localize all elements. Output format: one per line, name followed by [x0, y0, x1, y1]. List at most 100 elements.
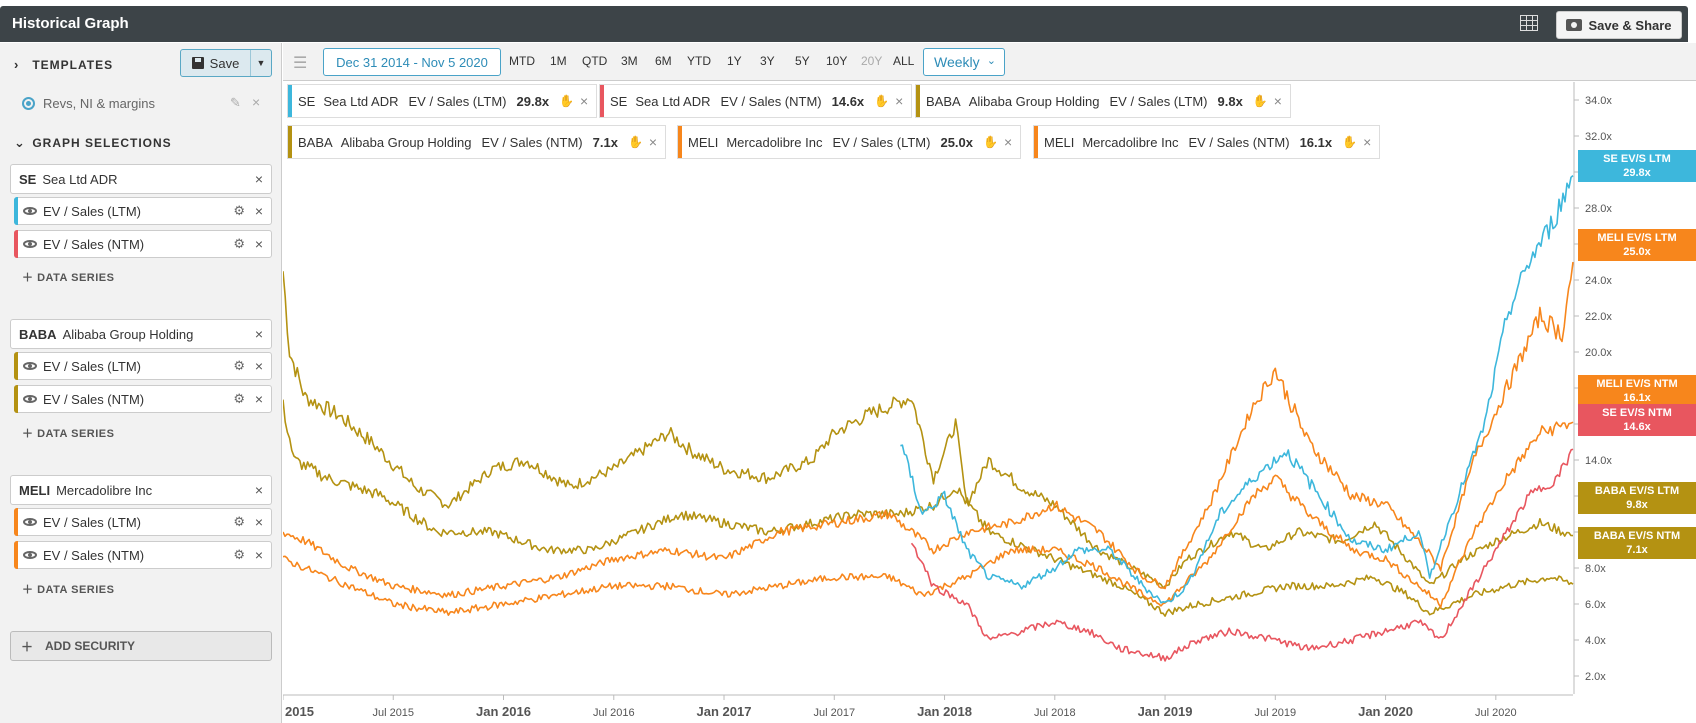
series-line [283, 421, 1574, 616]
save-button[interactable]: Save [181, 50, 251, 76]
remove-series-icon[interactable]: × [254, 203, 263, 219]
gear-icon[interactable]: ⚙ [233, 203, 245, 218]
remove-security-icon[interactable]: × [254, 326, 263, 342]
security-ticker: MELI [19, 482, 51, 498]
gear-icon[interactable]: ⚙ [233, 514, 245, 529]
security-box-meli[interactable]: MELI Mercadolibre Inc × [10, 475, 272, 505]
eye-icon[interactable] [23, 518, 37, 526]
gear-icon[interactable]: ⚙ [233, 547, 245, 562]
add-data-series-meli[interactable]: ＋ DATA SERIES [22, 584, 115, 596]
y-tick-label: 24.0x [1585, 275, 1612, 287]
period-5y[interactable]: 5Y [795, 54, 810, 68]
legend-chip-se-ntm[interactable]: SE Sea Ltd ADR EV / Sales (NTM) 14.6x ✋ … [599, 84, 913, 118]
period-ytd[interactable]: YTD [687, 54, 711, 68]
graph-selections-header[interactable]: ⌄ GRAPH SELECTIONS [14, 135, 172, 151]
series-line [283, 271, 1574, 589]
legend-color-bar [678, 126, 682, 158]
gear-icon[interactable]: ⚙ [233, 358, 245, 373]
series-row-meli-ntm[interactable]: EV / Sales (NTM) ⚙ × [14, 541, 272, 569]
close-icon[interactable]: × [580, 93, 589, 109]
handshake-icon[interactable]: ✋ [1252, 94, 1268, 108]
period-all[interactable]: ALL [893, 54, 915, 68]
chart-toolbar: ☰ Dec 31 2014 - Nov 5 2020 MTD 1M QTD 3M… [283, 43, 1696, 81]
series-row-se-ntm[interactable]: EV / Sales (NTM) ⚙ × [14, 230, 272, 258]
table-icon[interactable] [1520, 15, 1538, 31]
security-ticker: BABA [19, 326, 57, 342]
eye-icon[interactable] [23, 240, 37, 248]
x-tick-label: Jul 2020 [1475, 707, 1517, 719]
security-box-se[interactable]: SE Sea Ltd ADR × [10, 164, 272, 194]
period-1m[interactable]: 1M [550, 54, 567, 68]
legend-value: 16.1x [1299, 134, 1333, 150]
add-data-series-baba[interactable]: ＋ DATA SERIES [22, 428, 115, 440]
series-row-baba-ltm[interactable]: EV / Sales (LTM) ⚙ × [14, 352, 272, 380]
handshake-icon[interactable]: ✋ [983, 135, 998, 149]
graph-selections-label: GRAPH SELECTIONS [32, 136, 172, 150]
add-data-series-se[interactable]: ＋ DATA SERIES [22, 272, 115, 284]
date-range-picker[interactable]: Dec 31 2014 - Nov 5 2020 [323, 48, 501, 76]
period-qtd[interactable]: QTD [582, 54, 608, 68]
handshake-icon[interactable]: ✋ [874, 94, 890, 108]
legend-chip-se-ltm[interactable]: SE Sea Ltd ADR EV / Sales (LTM) 29.8x ✋ … [287, 84, 598, 118]
remove-series-icon[interactable]: × [254, 391, 263, 407]
frequency-select[interactable]: Weekly ⌄ [923, 48, 1005, 76]
period-mtd[interactable]: MTD [509, 54, 535, 68]
save-dropdown-caret[interactable]: ▼ [256, 58, 266, 68]
remove-security-icon[interactable]: × [254, 171, 263, 187]
template-item[interactable]: Revs, NI & margins ✎ × [22, 91, 272, 115]
legend-chip-meli-ltm[interactable]: MELI Mercadolibre Inc EV / Sales (LTM) 2… [677, 125, 1022, 159]
legend-chip-meli-ntm[interactable]: MELI Mercadolibre Inc EV / Sales (NTM) 1… [1033, 125, 1381, 159]
title-bar: Historical Graph Save & Share [0, 0, 1696, 50]
eye-icon[interactable] [23, 395, 37, 403]
collapse-sidebar-icon[interactable]: ☰ [293, 55, 308, 72]
gear-icon[interactable]: ⚙ [233, 391, 245, 406]
save-share-button[interactable]: Save & Share [1556, 11, 1682, 39]
end-tag-label: MELI EV/S LTM [1597, 232, 1677, 244]
eye-icon[interactable] [23, 207, 37, 215]
series-color-swatch [14, 197, 18, 225]
close-icon[interactable]: × [1273, 93, 1282, 109]
add-series-label: DATA SERIES [37, 272, 115, 284]
remove-series-icon[interactable]: × [254, 514, 263, 530]
period-1y[interactable]: 1Y [727, 54, 742, 68]
radio-selected-icon[interactable] [22, 96, 35, 110]
gear-icon[interactable]: ⚙ [233, 236, 245, 251]
legend-value: 25.0x [940, 134, 974, 150]
close-icon[interactable]: × [252, 94, 261, 110]
handshake-icon[interactable]: ✋ [1342, 135, 1358, 149]
end-tag-label: BABA EV/S LTM [1594, 485, 1680, 497]
series-row-meli-ltm[interactable]: EV / Sales (LTM) ⚙ × [14, 508, 272, 536]
x-tick-label: Jul 2017 [813, 707, 855, 719]
close-icon[interactable]: × [648, 134, 658, 150]
eye-icon[interactable] [23, 362, 37, 370]
end-tag-label: SE EV/S NTM [1602, 407, 1672, 419]
handshake-icon[interactable]: ✋ [559, 94, 575, 108]
legend-chip-baba-ntm[interactable]: BABA Alibaba Group Holding EV / Sales (N… [287, 125, 667, 159]
period-6m[interactable]: 6M [655, 54, 672, 68]
x-tick-label: Jan 2016 [476, 704, 531, 719]
remove-series-icon[interactable]: × [254, 236, 263, 252]
legend-chip-baba-ltm[interactable]: BABA Alibaba Group Holding EV / Sales (L… [915, 84, 1291, 118]
legend-color-bar [288, 85, 292, 117]
add-security-button[interactable]: ＋ ADD SECURITY [10, 631, 272, 661]
security-box-baba[interactable]: BABA Alibaba Group Holding × [10, 319, 272, 349]
eye-icon[interactable] [23, 551, 37, 559]
close-icon[interactable]: × [1003, 134, 1013, 150]
close-icon[interactable]: × [1363, 134, 1372, 150]
remove-series-icon[interactable]: × [254, 358, 263, 374]
period-3m[interactable]: 3M [621, 54, 638, 68]
x-tick-label: Jul 2016 [593, 707, 635, 719]
period-10y[interactable]: 10Y [826, 54, 848, 68]
period-3y[interactable]: 3Y [760, 54, 775, 68]
templates-header[interactable]: › TEMPLATES [14, 57, 113, 72]
series-row-baba-ntm[interactable]: EV / Sales (NTM) ⚙ × [14, 385, 272, 413]
series-label: EV / Sales (NTM) [43, 236, 145, 252]
remove-security-icon[interactable]: × [254, 482, 263, 498]
close-icon[interactable]: × [895, 93, 904, 109]
remove-series-icon[interactable]: × [254, 547, 263, 563]
series-color-swatch [14, 352, 18, 380]
pencil-icon[interactable]: ✎ [230, 95, 241, 110]
handshake-icon[interactable]: ✋ [627, 135, 643, 149]
series-row-se-ltm[interactable]: EV / Sales (LTM) ⚙ × [14, 197, 272, 225]
series-line [283, 261, 1574, 599]
